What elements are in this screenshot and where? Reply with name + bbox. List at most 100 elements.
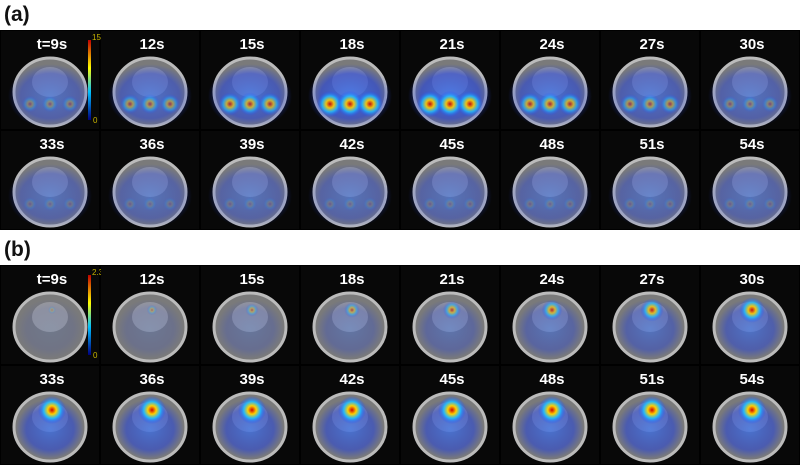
frame-label: t=9s bbox=[37, 271, 67, 288]
hotspot bbox=[438, 396, 466, 424]
hotspot bbox=[21, 95, 39, 113]
panel-label: (a) bbox=[4, 3, 30, 26]
overlay bbox=[8, 164, 92, 228]
tile: 27s bbox=[601, 266, 699, 364]
hotspot bbox=[640, 298, 664, 322]
hotspot bbox=[620, 94, 640, 114]
tile: 21s bbox=[401, 266, 499, 364]
frame-label: 21s bbox=[439, 36, 464, 53]
hotspot bbox=[245, 303, 259, 317]
hotspot bbox=[522, 196, 538, 212]
overlay bbox=[308, 164, 392, 228]
overlay bbox=[116, 299, 184, 359]
overlay bbox=[708, 164, 792, 228]
tile: 42s bbox=[301, 366, 399, 464]
image-grid: t=9s 15.6 0 12s 15s 18s 21s 24s 27s 30s 33s 36s 39s 4… bbox=[0, 30, 800, 230]
hotspot bbox=[442, 196, 458, 212]
frame-label: 30s bbox=[739, 271, 764, 288]
panel-b: (b) t=9s 2.3 0 12s 15s 18s 21s 24s 27s 30s 33s 36s 3… bbox=[0, 235, 800, 465]
tile: 36s bbox=[101, 366, 199, 464]
frame-label: 54s bbox=[739, 371, 764, 388]
frame-label: 48s bbox=[539, 371, 564, 388]
overlay bbox=[116, 399, 184, 459]
hotspot bbox=[142, 196, 158, 212]
hotspot bbox=[761, 95, 779, 113]
frame-label: 42s bbox=[339, 371, 364, 388]
frame-label: 27s bbox=[639, 36, 664, 53]
hotspot bbox=[62, 196, 78, 212]
tile: 21s bbox=[401, 31, 499, 129]
tile: t=9s 2.3 0 bbox=[1, 266, 104, 364]
hotspot bbox=[538, 396, 566, 424]
tile: 30s bbox=[701, 266, 799, 364]
frame-label: 30s bbox=[739, 36, 764, 53]
hotspot bbox=[562, 196, 578, 212]
tile: 36s bbox=[101, 131, 199, 229]
frame-label: 12s bbox=[139, 271, 164, 288]
overlay bbox=[508, 164, 592, 228]
hotspot bbox=[344, 302, 360, 318]
colorbar bbox=[88, 40, 91, 120]
hotspot bbox=[640, 94, 660, 114]
colorbar-min: 0 bbox=[93, 351, 98, 360]
hotspot bbox=[238, 396, 266, 424]
frame-label: 27s bbox=[639, 271, 664, 288]
hotspot bbox=[762, 196, 778, 212]
frame-label: 33s bbox=[39, 371, 64, 388]
frame-label: 36s bbox=[139, 136, 164, 153]
overlay bbox=[416, 399, 484, 459]
hotspot bbox=[322, 196, 338, 212]
overlay bbox=[16, 399, 84, 459]
hotspot bbox=[258, 92, 282, 116]
overlay bbox=[208, 164, 292, 228]
hotspot bbox=[222, 196, 238, 212]
tile: 24s bbox=[501, 31, 599, 129]
frame-label: 18s bbox=[339, 271, 364, 288]
tile: 45s bbox=[401, 366, 499, 464]
overlay bbox=[616, 299, 684, 359]
hotspot bbox=[61, 95, 79, 113]
frame-label: 42s bbox=[339, 136, 364, 153]
hotspot bbox=[741, 95, 759, 113]
tile: t=9s 15.6 0 bbox=[1, 31, 108, 129]
hotspot bbox=[721, 95, 739, 113]
frame-label: 21s bbox=[439, 271, 464, 288]
tile: 42s bbox=[301, 131, 399, 229]
colorbar-min: 0 bbox=[93, 116, 98, 125]
tile: 33s bbox=[1, 131, 99, 229]
tile: 15s bbox=[201, 31, 299, 129]
hotspot bbox=[146, 304, 158, 316]
hotspot bbox=[660, 94, 680, 114]
hotspot bbox=[416, 90, 444, 118]
overlay bbox=[608, 164, 692, 228]
overlay bbox=[108, 164, 192, 228]
overlay bbox=[616, 399, 684, 459]
hotspot bbox=[662, 196, 678, 212]
hotspot bbox=[422, 196, 438, 212]
hotspot bbox=[722, 196, 738, 212]
hotspot bbox=[738, 396, 766, 424]
hotspot bbox=[120, 94, 140, 114]
hotspot bbox=[622, 196, 638, 212]
hotspot bbox=[362, 196, 378, 212]
tile: 33s bbox=[1, 366, 99, 464]
colorbar bbox=[88, 275, 91, 355]
tile: 51s bbox=[601, 366, 699, 464]
hotspot bbox=[316, 90, 344, 118]
tile: 30s bbox=[701, 31, 799, 129]
overlay bbox=[216, 399, 284, 459]
hotspot bbox=[456, 90, 484, 118]
hotspot bbox=[41, 95, 59, 113]
overlay bbox=[216, 299, 284, 359]
tile: 45s bbox=[401, 131, 499, 229]
tile: 39s bbox=[201, 131, 299, 229]
tile: 12s bbox=[101, 266, 199, 364]
frame-label: 54s bbox=[739, 136, 764, 153]
tile: 18s bbox=[301, 266, 399, 364]
hotspot bbox=[342, 196, 358, 212]
hotspot bbox=[22, 196, 38, 212]
hotspot bbox=[238, 92, 262, 116]
frame-label: 24s bbox=[539, 271, 564, 288]
overlay bbox=[516, 399, 584, 459]
frame-label: t=9s bbox=[37, 36, 67, 53]
